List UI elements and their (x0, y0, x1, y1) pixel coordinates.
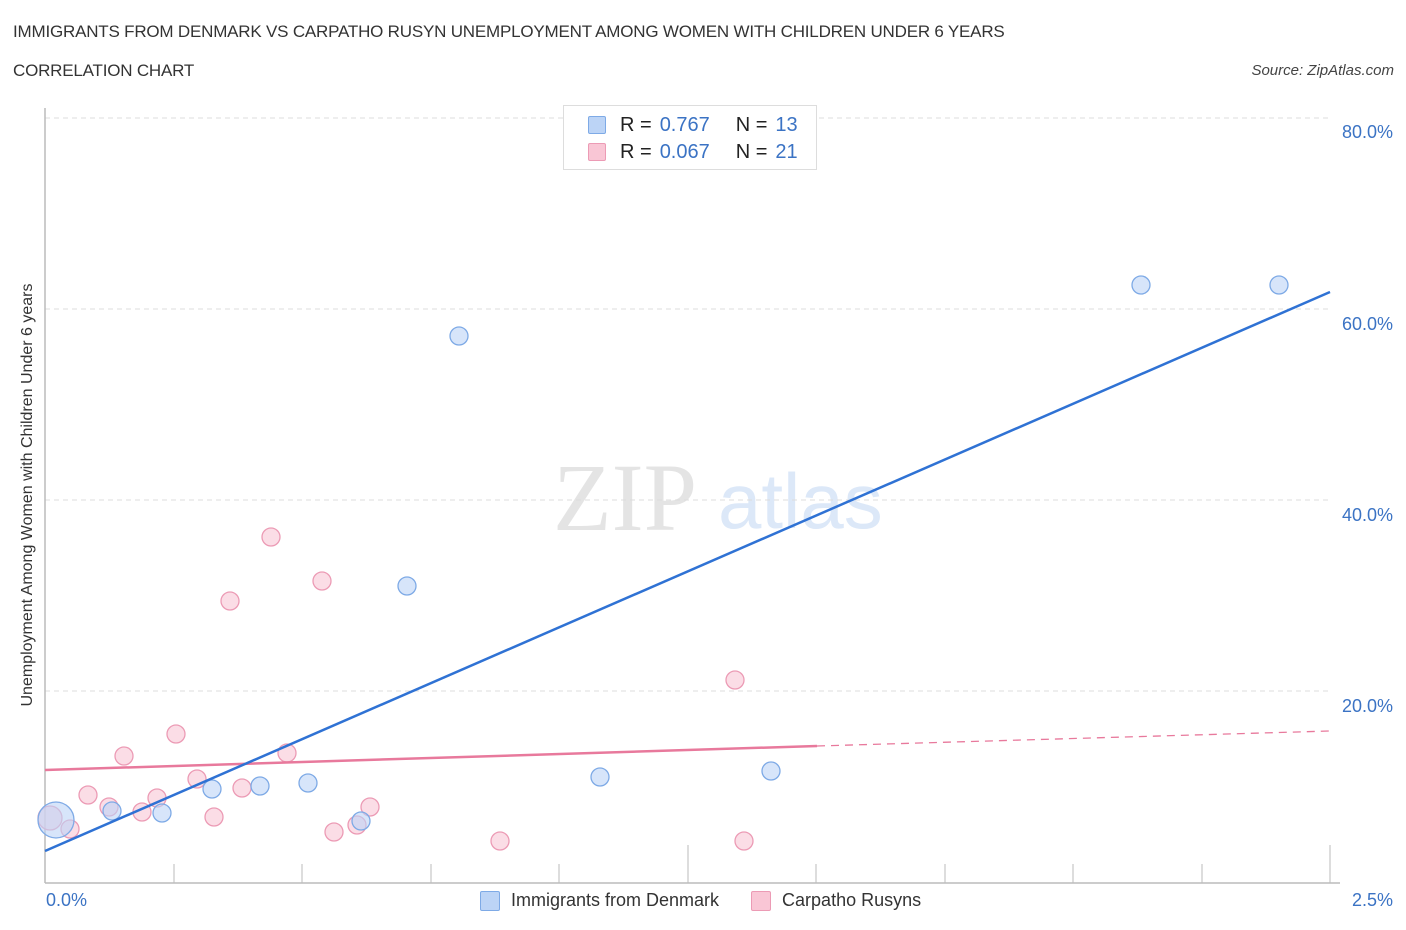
chart-subtitle: CORRELATION CHART (13, 61, 195, 80)
data-point[interactable] (590, 767, 610, 787)
chart-title: IMMIGRANTS FROM DENMARK VS CARPATHO RUSY… (13, 22, 1005, 41)
data-point[interactable] (114, 746, 134, 766)
data-point[interactable] (324, 822, 344, 842)
data-point[interactable] (102, 801, 122, 821)
source-label: Source: ZipAtlas.com (1251, 62, 1394, 79)
r-value: 0.767 (659, 113, 710, 136)
data-point[interactable] (232, 778, 252, 798)
data-point[interactable] (360, 797, 380, 817)
data-point[interactable] (1131, 275, 1151, 295)
data-point[interactable] (204, 807, 224, 827)
data-point[interactable] (351, 811, 371, 831)
legend-label: Carpatho Rusyns (782, 890, 922, 910)
x-axis-ticks (173, 845, 1331, 883)
pink-swatch-icon (588, 143, 606, 161)
series-immigrants-from-denmark (37, 275, 1289, 839)
data-point[interactable] (397, 576, 417, 596)
data-point[interactable] (37, 801, 75, 839)
data-point[interactable] (490, 831, 510, 851)
n-value: 13 (775, 113, 798, 136)
data-point[interactable] (725, 670, 745, 690)
n-label: N = (735, 140, 768, 163)
data-point[interactable] (220, 591, 240, 611)
legend-item-carpatho[interactable]: Carpatho Rusyns (751, 890, 921, 911)
data-point[interactable] (449, 326, 469, 346)
y-tick-60: 60.0% (1341, 314, 1393, 334)
r-label: R = (620, 140, 652, 163)
n-value: 21 (775, 140, 798, 163)
x-tick-0: 0.0% (46, 890, 88, 910)
data-point[interactable] (152, 803, 172, 823)
data-point[interactable] (261, 527, 281, 547)
data-point[interactable] (312, 571, 332, 591)
data-point[interactable] (734, 831, 754, 851)
watermark-zip: ZIP (553, 444, 697, 551)
trendline-carpatho-rusyns (44, 744, 818, 772)
series-legend: Immigrants from Denmark Carpatho Rusyns (480, 890, 953, 911)
legend-item-denmark[interactable]: Immigrants from Denmark (480, 890, 719, 911)
data-point[interactable] (761, 761, 781, 781)
pink-swatch-icon (751, 890, 772, 911)
y-tick-40: 40.0% (1341, 505, 1393, 525)
correlation-legend: R = 0.767 N = 13 R = 0.067 N = 21 (563, 105, 817, 170)
data-point[interactable] (298, 773, 318, 793)
trendline-carpatho-rusyns-extension (816, 730, 1331, 747)
legend-row-denmark: R = 0.767 N = 13 (588, 113, 798, 137)
data-point[interactable] (166, 724, 186, 744)
y-tick-20: 20.0% (1341, 696, 1393, 716)
r-label: R = (620, 113, 652, 136)
trendline-immigrants-from-denmark (44, 290, 1331, 853)
data-point[interactable] (250, 776, 270, 796)
y-axis-label: Unemployment Among Women with Children U… (19, 283, 36, 707)
data-point[interactable] (78, 785, 98, 805)
legend-row-carpatho: R = 0.067 N = 21 (588, 140, 798, 164)
data-point[interactable] (1269, 275, 1289, 295)
watermark-atlas: atlas (718, 457, 883, 545)
legend-label: Immigrants from Denmark (511, 890, 720, 910)
blue-swatch-icon (588, 116, 606, 134)
n-label: N = (735, 113, 768, 136)
blue-swatch-icon (480, 890, 500, 911)
series-carpatho-rusyns (37, 527, 754, 851)
y-tick-80: 80.0% (1341, 122, 1393, 142)
x-tick-2-5: 2.5% (1351, 890, 1393, 910)
data-point[interactable] (202, 779, 222, 799)
r-value: 0.067 (659, 140, 710, 163)
